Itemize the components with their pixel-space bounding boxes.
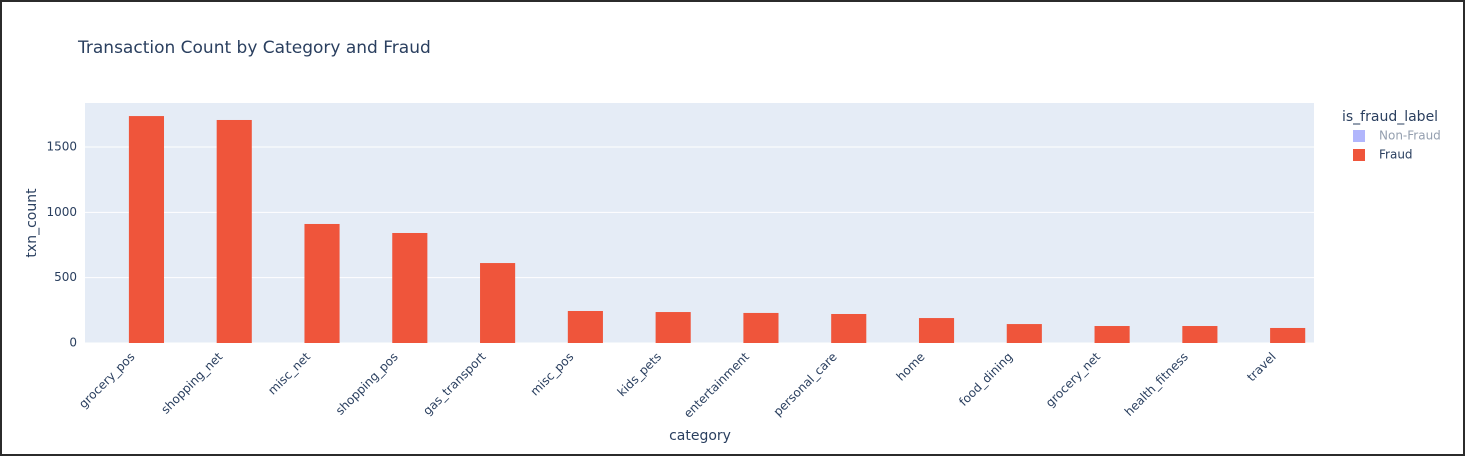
x-axis-title: category <box>669 428 731 444</box>
bar <box>304 223 340 343</box>
bar <box>567 310 603 343</box>
y-tick-label: 0 <box>69 336 77 350</box>
bar <box>831 313 867 343</box>
legend-swatch <box>1353 130 1365 142</box>
bar <box>1094 326 1130 343</box>
legend-label: Fraud <box>1379 148 1413 162</box>
y-tick-label: 1000 <box>46 205 77 219</box>
bar <box>480 263 516 343</box>
y-tick-label: 1500 <box>46 140 77 154</box>
legend-swatch <box>1353 149 1365 161</box>
bar <box>216 119 252 343</box>
legend-label: Non-Fraud <box>1379 129 1441 143</box>
bar <box>1270 327 1306 343</box>
bar <box>918 318 955 343</box>
y-axis-title: txn_count <box>24 188 40 258</box>
bar <box>392 232 428 343</box>
legend-title: is_fraud_label <box>1342 109 1438 125</box>
chart-title: Transaction Count by Category and Fraud <box>77 38 431 58</box>
bar <box>743 312 779 343</box>
bar <box>655 312 691 343</box>
y-tick-label: 500 <box>54 270 77 284</box>
plot-area <box>85 103 1314 343</box>
bar <box>128 116 165 343</box>
bar <box>1006 324 1042 343</box>
bar <box>1182 326 1218 343</box>
